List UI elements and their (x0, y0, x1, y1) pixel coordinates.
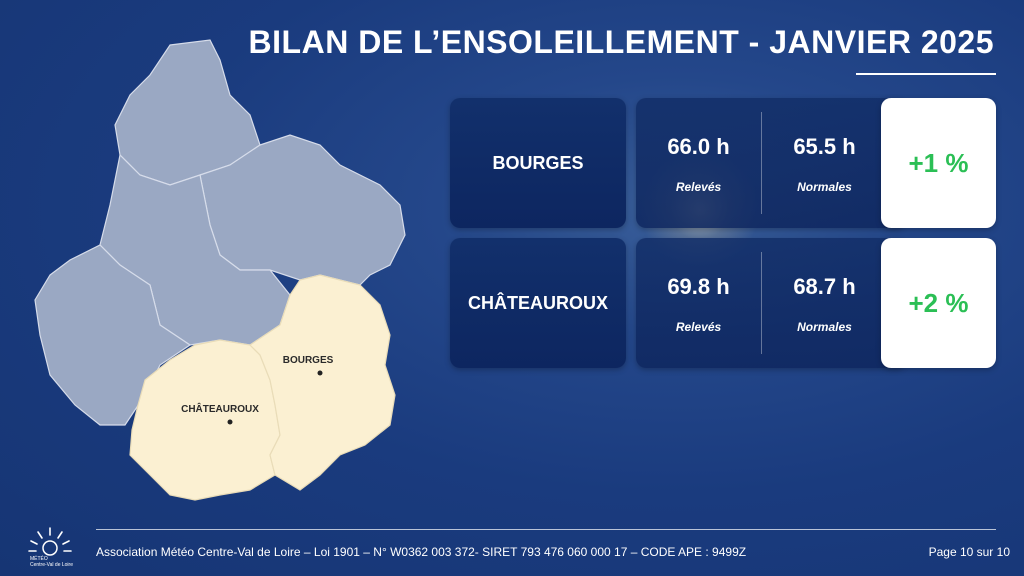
normal-value: 65.5 h (793, 134, 856, 159)
map-department-cher (249, 274, 396, 491)
city-card: CHÂTEAUROUX (450, 238, 626, 368)
values-divider (761, 252, 762, 354)
city-card: BOURGES (450, 98, 626, 228)
observed-label: Relevés (675, 320, 722, 334)
delta-card: +1 % (881, 98, 996, 228)
observed-value: 69.8 h (667, 274, 730, 299)
logo-line2: Centre-Val de Loire (30, 562, 73, 568)
normal-label: Normales (797, 180, 852, 194)
station-row-chateauroux: CHÂTEAUROUX 69.8 h Relevés 68.7 h Normal… (450, 238, 996, 368)
footer-divider (96, 529, 996, 530)
logo-line1: MÉTÉO (30, 556, 48, 562)
title-underline (856, 73, 996, 75)
page-title: BILAN DE L’ENSOLEILLEMENT - JANVIER 2025 (248, 24, 994, 60)
map-label-bourges: BOURGES (283, 355, 334, 366)
map-label-chateauroux: CHÂTEAUROUX (181, 402, 259, 415)
values-card: 69.8 h Relevés 68.7 h Normales (636, 238, 906, 368)
observed-value: 66.0 h (667, 134, 730, 159)
map-dot-bourges (317, 370, 323, 376)
map-dot-chateauroux (227, 419, 233, 425)
values-card: 66.0 h Relevés 65.5 h Normales (636, 98, 906, 228)
observed-label: Relevés (675, 180, 722, 194)
station-row-bourges: BOURGES 66.0 h Relevés 65.5 h Normales +… (450, 98, 996, 228)
logo-text: MÉTÉO Centre-Val de Loire (30, 556, 80, 568)
page-number: Page 10 sur 10 (928, 545, 1010, 559)
normal-value: 68.7 h (793, 274, 856, 299)
region-map: BOURGES CHÂTEAUROUX (34, 39, 406, 501)
values-divider (761, 112, 762, 214)
sun-logo-icon (28, 527, 72, 556)
footer-legal-text: Association Météo Centre-Val de Loire – … (96, 545, 747, 559)
normal-label: Normales (797, 320, 852, 334)
delta-card: +2 % (881, 238, 996, 368)
